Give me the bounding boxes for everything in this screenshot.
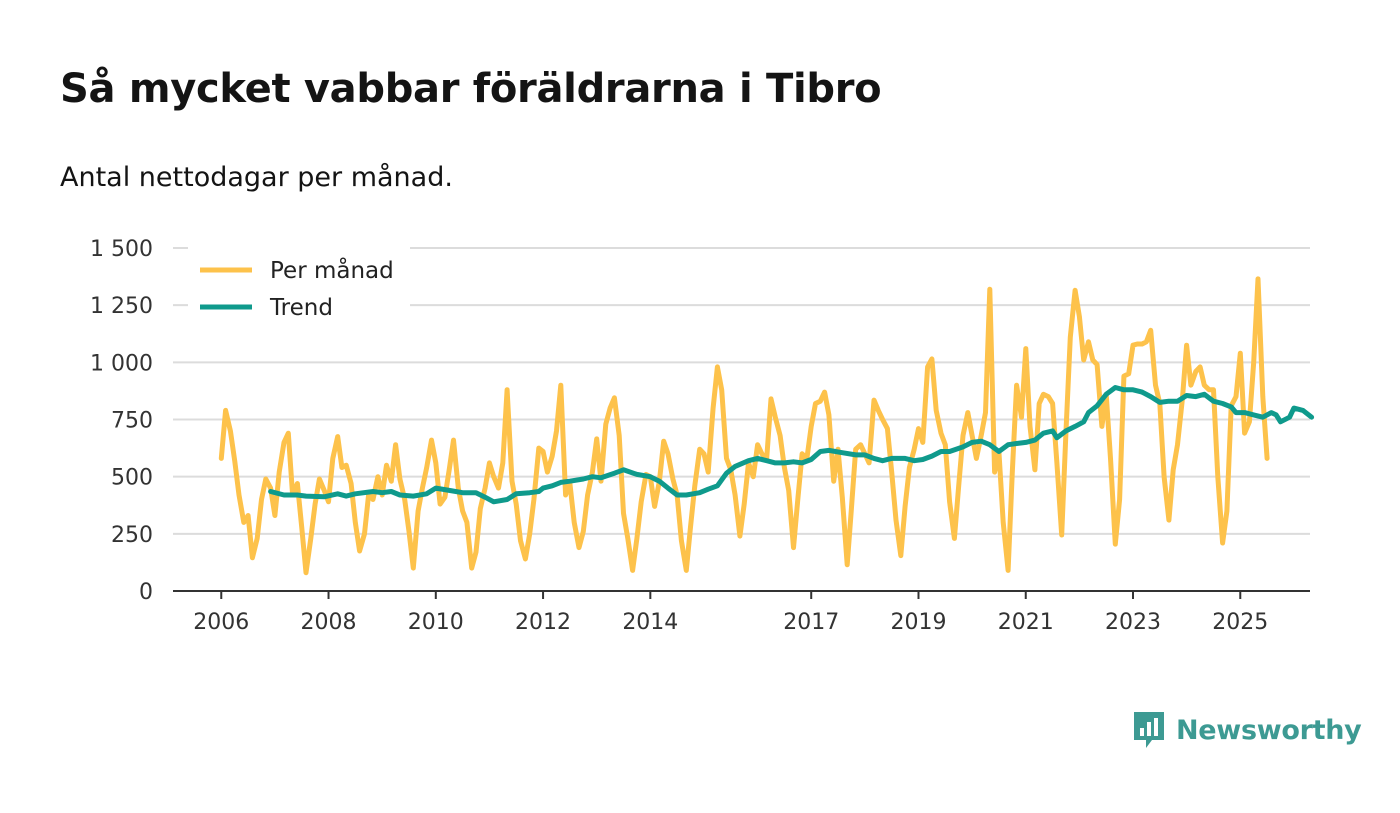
series-line-per-manad bbox=[218, 276, 1270, 576]
x-tick-label: 2023 bbox=[1105, 610, 1161, 635]
y-tick-label: 250 bbox=[111, 523, 153, 548]
y-tick-label: 750 bbox=[111, 409, 153, 434]
x-tick-label: 2019 bbox=[890, 610, 946, 635]
x-tick-label: 2021 bbox=[998, 610, 1054, 635]
legend-background bbox=[188, 246, 410, 324]
x-tick-label: 2012 bbox=[515, 610, 571, 635]
y-tick-label: 0 bbox=[139, 580, 153, 605]
page-title: Så mycket vabbar föräldrarna i Tibro bbox=[60, 66, 882, 112]
newsworthy-logo-icon bbox=[1134, 712, 1164, 748]
brand-name: Newsworthy bbox=[1176, 714, 1362, 746]
x-tick-label: 2017 bbox=[783, 610, 839, 635]
x-tick-label: 2014 bbox=[622, 610, 678, 635]
y-axis-ticks: 0 250 500 750 1 000 1 250 1 500 bbox=[90, 237, 153, 605]
x-tick-label: 2010 bbox=[408, 610, 464, 635]
y-tick-label: 500 bbox=[111, 466, 153, 491]
y-tick-label: 1 250 bbox=[90, 294, 153, 319]
x-tick-label: 2025 bbox=[1212, 610, 1268, 635]
legend-label-per-manad: Per månad bbox=[270, 256, 394, 284]
legend: Per månad Trend bbox=[188, 246, 410, 324]
x-tick-label: 2008 bbox=[301, 610, 357, 635]
y-tick-label: 1 000 bbox=[90, 351, 153, 376]
series-line-trend bbox=[268, 385, 1315, 505]
newsworthy-brand: Newsworthy bbox=[1132, 710, 1362, 750]
x-tick-label: 2006 bbox=[193, 610, 249, 635]
x-axis-ticks: 2006 2008 2010 2012 2014 2017 2019 2021 2023 2025 bbox=[173, 590, 1310, 635]
series-lines bbox=[218, 276, 1315, 576]
y-tick-label: 1 500 bbox=[90, 237, 153, 262]
legend-label-trend: Trend bbox=[269, 295, 333, 321]
chart-subtitle: Antal nettodagar per månad. bbox=[60, 162, 453, 193]
